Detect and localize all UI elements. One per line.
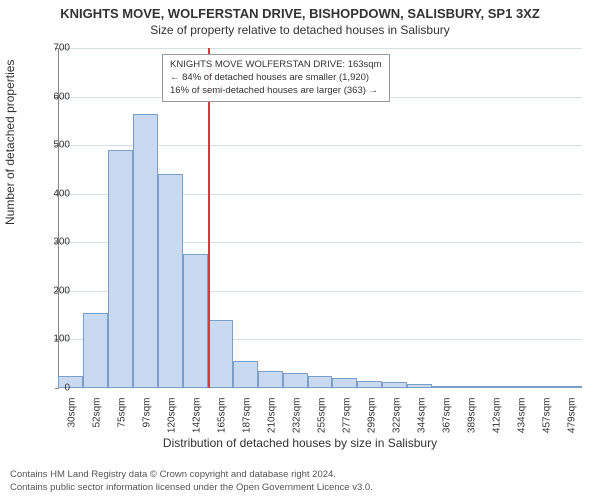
xtick-label: 165sqm [217,398,228,448]
footer-line-1: Contains HM Land Registry data © Crown c… [10,469,373,481]
xtick-label: 277sqm [341,398,352,448]
histogram-bar [258,371,283,388]
xtick-label: 75sqm [117,398,128,448]
histogram-bar [382,382,407,388]
histogram-bar [108,150,133,388]
ytick-label: 500 [53,140,70,151]
histogram-bar [208,320,233,388]
legend-line-3: 16% of semi-detached houses are larger (… [170,85,382,98]
histogram-bar [557,386,582,388]
legend-line-1: KNIGHTS MOVE WOLFERSTAN DRIVE: 163sqm [170,59,382,72]
chart-title-sub: Size of property relative to detached ho… [0,21,600,37]
ytick-mark [55,388,59,389]
histogram-bar [357,381,382,388]
histogram-bar [482,386,507,388]
histogram-bar [532,386,557,388]
xtick-label: 97sqm [142,398,153,448]
histogram-bar [332,378,357,388]
ytick-label: 700 [53,43,70,54]
footer-line-2: Contains public sector information licen… [10,482,373,494]
histogram-bar [432,386,457,388]
xtick-label: 52sqm [92,398,103,448]
xtick-label: 232sqm [292,398,303,448]
xtick-label: 299sqm [366,398,377,448]
histogram-bar [183,254,208,388]
xtick-label: 187sqm [242,398,253,448]
histogram-bar [283,373,308,388]
footer-attribution: Contains HM Land Registry data © Crown c… [10,469,373,494]
ytick-label: 200 [53,285,70,296]
ytick-label: 0 [64,383,70,394]
histogram-bar [457,386,482,388]
xtick-label: 142sqm [192,398,203,448]
histogram-bar [407,384,432,388]
xtick-label: 434sqm [516,398,527,448]
chart-legend-box: KNIGHTS MOVE WOLFERSTAN DRIVE: 163sqm ← … [162,54,390,102]
xtick-label: 367sqm [441,398,452,448]
ytick-label: 100 [53,334,70,345]
histogram-bar [158,174,183,388]
ytick-label: 400 [53,188,70,199]
histogram-bar [83,313,108,388]
xtick-label: 322sqm [391,398,402,448]
chart-title-main: KNIGHTS MOVE, WOLFERSTAN DRIVE, BISHOPDO… [0,0,600,21]
xtick-label: 210sqm [267,398,278,448]
histogram-bar [308,376,333,388]
histogram-bar [233,361,258,388]
xtick-label: 255sqm [317,398,328,448]
xtick-label: 412sqm [491,398,502,448]
xtick-label: 30sqm [67,398,78,448]
xtick-label: 479sqm [566,398,577,448]
xtick-label: 344sqm [416,398,427,448]
ytick-label: 600 [53,91,70,102]
xtick-label: 120sqm [167,398,178,448]
chart-plot-area: KNIGHTS MOVE WOLFERSTAN DRIVE: 163sqm ← … [58,48,582,388]
histogram-bar [133,114,158,388]
histogram-bar [507,386,532,388]
ytick-label: 300 [53,237,70,248]
histogram-bar [58,376,83,388]
legend-line-2: ← 84% of detached houses are smaller (1,… [170,72,382,85]
y-axis-label: Number of detached properties [3,60,17,225]
xtick-label: 389sqm [466,398,477,448]
xtick-label: 457sqm [541,398,552,448]
